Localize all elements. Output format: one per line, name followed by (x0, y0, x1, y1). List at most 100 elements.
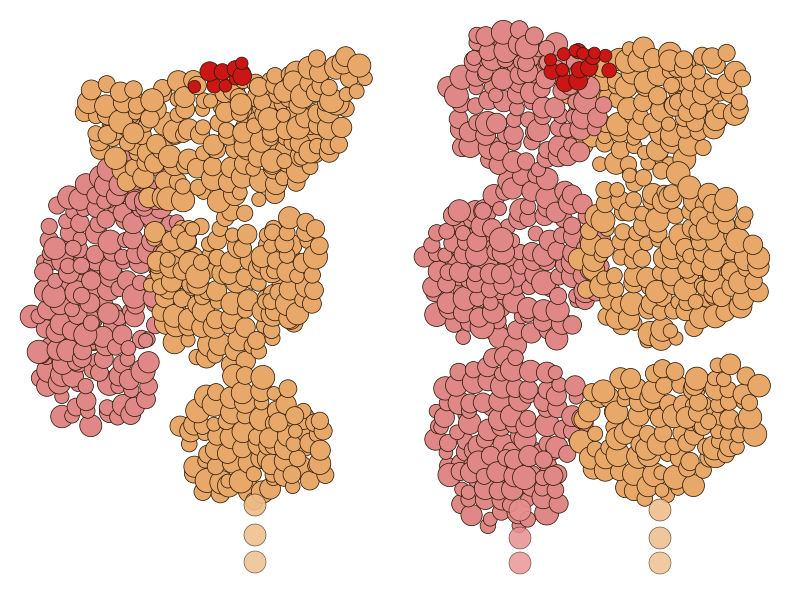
Circle shape (75, 173, 97, 195)
Circle shape (275, 414, 297, 436)
Circle shape (660, 236, 683, 259)
Circle shape (721, 260, 740, 279)
Circle shape (265, 184, 285, 203)
Circle shape (263, 322, 280, 338)
Circle shape (120, 352, 135, 367)
Circle shape (466, 65, 486, 86)
Circle shape (676, 407, 698, 428)
Circle shape (97, 210, 115, 228)
Circle shape (718, 44, 735, 61)
Circle shape (154, 79, 171, 97)
Circle shape (238, 224, 257, 244)
Circle shape (170, 215, 184, 230)
Circle shape (668, 58, 687, 77)
Circle shape (711, 434, 726, 448)
Circle shape (662, 117, 675, 131)
Circle shape (695, 197, 712, 214)
Circle shape (286, 302, 309, 325)
Circle shape (198, 445, 217, 463)
Circle shape (86, 284, 101, 300)
Circle shape (608, 79, 624, 94)
Circle shape (704, 286, 722, 303)
Circle shape (186, 398, 210, 423)
Circle shape (321, 137, 338, 155)
Circle shape (438, 275, 455, 293)
Circle shape (546, 328, 568, 350)
Circle shape (269, 86, 286, 103)
Circle shape (652, 190, 675, 213)
Circle shape (107, 148, 122, 164)
Circle shape (484, 80, 498, 94)
Circle shape (87, 252, 106, 271)
Circle shape (504, 476, 519, 491)
Circle shape (542, 280, 559, 297)
Circle shape (158, 276, 180, 299)
Circle shape (234, 239, 251, 257)
Circle shape (467, 232, 487, 251)
Circle shape (219, 80, 232, 92)
Circle shape (624, 272, 644, 293)
Circle shape (286, 101, 307, 123)
Circle shape (66, 335, 88, 358)
Circle shape (163, 304, 186, 328)
Circle shape (487, 294, 511, 318)
Circle shape (698, 260, 716, 278)
Circle shape (209, 250, 226, 266)
Circle shape (698, 287, 718, 307)
Circle shape (675, 238, 694, 257)
Circle shape (141, 332, 155, 346)
Circle shape (89, 295, 114, 319)
Circle shape (94, 95, 117, 118)
Circle shape (510, 425, 532, 446)
Circle shape (65, 281, 88, 304)
Circle shape (302, 295, 322, 313)
Circle shape (675, 51, 693, 68)
Circle shape (429, 404, 443, 418)
Circle shape (299, 140, 322, 163)
Circle shape (536, 69, 556, 89)
Circle shape (731, 427, 747, 443)
Circle shape (533, 243, 556, 266)
Circle shape (538, 40, 554, 56)
Circle shape (700, 93, 718, 111)
Circle shape (618, 97, 640, 119)
Circle shape (52, 353, 74, 374)
Circle shape (248, 112, 266, 130)
Circle shape (702, 48, 722, 68)
Circle shape (562, 242, 585, 264)
Circle shape (56, 314, 73, 332)
Circle shape (580, 257, 604, 281)
Circle shape (652, 265, 668, 281)
Circle shape (174, 290, 190, 307)
Circle shape (600, 289, 622, 311)
Circle shape (258, 294, 273, 309)
Circle shape (233, 122, 254, 143)
Circle shape (518, 153, 534, 170)
Circle shape (195, 102, 210, 116)
Circle shape (175, 271, 191, 287)
Circle shape (294, 292, 310, 307)
Circle shape (506, 136, 521, 151)
Circle shape (155, 281, 178, 305)
Circle shape (638, 322, 662, 346)
Circle shape (664, 77, 680, 94)
Circle shape (259, 428, 279, 448)
Circle shape (90, 364, 108, 382)
Circle shape (289, 450, 306, 467)
Circle shape (665, 439, 681, 455)
Circle shape (163, 302, 179, 318)
Circle shape (724, 228, 739, 244)
Circle shape (138, 334, 153, 347)
Circle shape (130, 92, 144, 107)
Circle shape (109, 366, 130, 386)
Circle shape (453, 286, 477, 310)
Circle shape (647, 433, 670, 455)
Circle shape (674, 74, 691, 91)
Circle shape (194, 483, 211, 500)
Circle shape (609, 91, 626, 108)
Circle shape (286, 436, 301, 452)
Circle shape (531, 41, 546, 57)
Circle shape (720, 393, 738, 410)
Circle shape (240, 251, 260, 271)
Circle shape (502, 290, 526, 313)
